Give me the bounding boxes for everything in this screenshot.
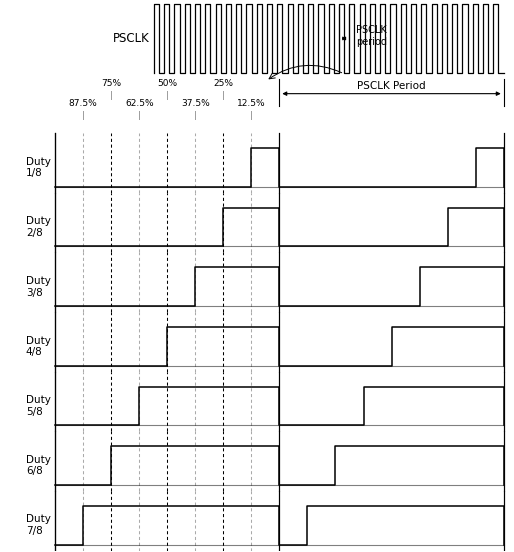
Text: |: | — [222, 91, 225, 100]
Text: 75%: 75% — [101, 79, 121, 88]
Text: 87.5%: 87.5% — [69, 99, 98, 109]
Text: Duty
3/8: Duty 3/8 — [26, 276, 51, 298]
Text: PSCLK
period: PSCLK period — [356, 25, 387, 46]
Text: 12.5%: 12.5% — [237, 99, 266, 109]
Text: |: | — [194, 112, 197, 120]
Text: Duty
6/8: Duty 6/8 — [26, 455, 51, 476]
Text: PSCLK: PSCLK — [113, 32, 150, 45]
Text: Duty
1/8: Duty 1/8 — [26, 157, 51, 178]
Text: |: | — [138, 112, 141, 120]
Text: Duty
2/8: Duty 2/8 — [26, 216, 51, 238]
Text: 37.5%: 37.5% — [181, 99, 210, 109]
Text: Duty
4/8: Duty 4/8 — [26, 336, 51, 357]
Text: |: | — [166, 91, 169, 100]
Text: |: | — [82, 112, 85, 120]
Text: PSCLK Period: PSCLK Period — [357, 81, 426, 91]
Text: 62.5%: 62.5% — [125, 99, 154, 109]
Text: 25%: 25% — [213, 79, 233, 88]
Text: |: | — [110, 91, 113, 100]
Text: Duty
7/8: Duty 7/8 — [26, 514, 51, 536]
Text: Duty
5/8: Duty 5/8 — [26, 395, 51, 417]
Text: 50%: 50% — [157, 79, 177, 88]
Text: |: | — [250, 112, 253, 120]
